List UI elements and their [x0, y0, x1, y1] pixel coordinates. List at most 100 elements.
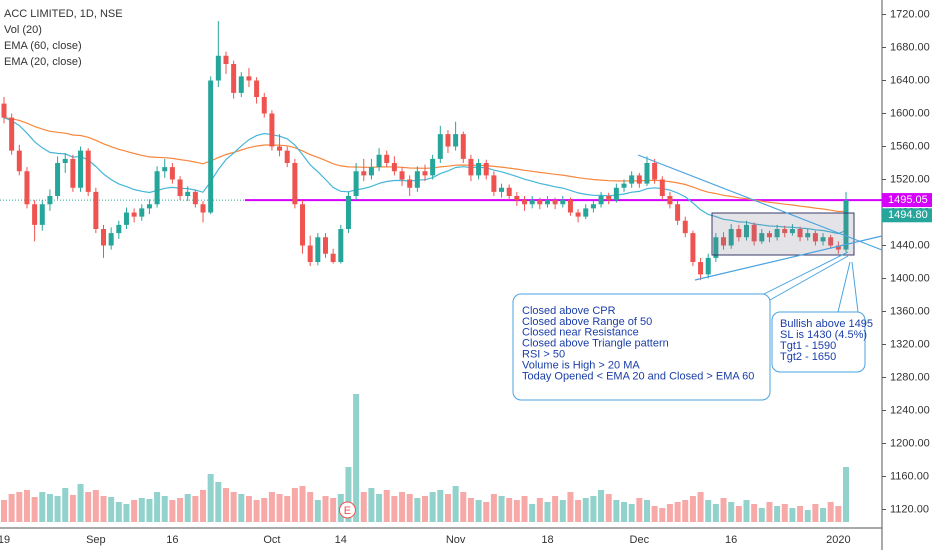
- overlay: ACC LIMITED, 1D, NSE Vol (20) EMA (60, clo…: [4, 8, 356, 519]
- volume-bar: [643, 500, 650, 522]
- volume-bar: [437, 490, 444, 522]
- candle-body: [445, 134, 451, 147]
- candle-body: [55, 163, 61, 196]
- candle-body: [552, 200, 558, 205]
- candle-body: [843, 200, 849, 250]
- volume-bar: [131, 500, 138, 522]
- volume-bar: [613, 500, 620, 522]
- note-line: Closed above Range of 50: [522, 316, 652, 328]
- volume-bar: [222, 488, 229, 522]
- volume-bar: [353, 394, 360, 522]
- candle-body: [728, 229, 734, 246]
- volume-bar: [207, 474, 214, 522]
- candle-body: [698, 262, 704, 275]
- candle-body: [300, 204, 306, 246]
- candle-body: [743, 224, 749, 238]
- callout-box: [771, 311, 866, 373]
- volume-bar: [360, 492, 367, 522]
- volume-bar: [391, 496, 398, 522]
- candle-body: [797, 229, 803, 238]
- candle-body: [391, 163, 397, 172]
- candle-body: [453, 134, 459, 147]
- legend-item: Vol (20): [4, 24, 42, 36]
- candle-body: [70, 158, 76, 188]
- volume-bar: [322, 496, 329, 522]
- x-tick-label: 19: [0, 534, 10, 546]
- y-tick-label: 1680.00: [890, 41, 930, 53]
- volume-bar: [674, 502, 681, 522]
- volume-bar: [62, 488, 69, 522]
- volume-bar: [123, 504, 130, 522]
- volume-bar: [460, 492, 467, 522]
- candle-body: [414, 171, 420, 188]
- candle-body: [1, 103, 7, 118]
- volume-bar: [69, 495, 76, 522]
- volume-bar: [23, 490, 30, 522]
- candle-body: [307, 245, 313, 262]
- volume-bar: [184, 494, 191, 522]
- candle-body: [598, 196, 604, 205]
- volume-bar: [245, 496, 252, 522]
- candle-body: [261, 97, 267, 114]
- candle-body: [812, 233, 818, 242]
- volume-bar: [636, 498, 643, 522]
- volume-bar: [651, 506, 658, 522]
- candle-body: [223, 55, 229, 64]
- callout-pointer: [837, 261, 851, 313]
- volume-bar: [200, 490, 207, 522]
- candle-body: [835, 245, 841, 250]
- candle-body: [567, 200, 573, 213]
- volume-bar: [284, 496, 291, 522]
- x-tick-label: 14: [335, 534, 347, 546]
- candle-body: [322, 237, 328, 254]
- volume-bar: [513, 500, 520, 522]
- volume-bar: [115, 502, 122, 522]
- candle-body: [713, 237, 719, 258]
- volume-bar: [138, 498, 145, 522]
- candle-body: [690, 233, 696, 262]
- candle-body: [108, 233, 114, 246]
- candle-body: [529, 200, 535, 205]
- volume-bar: [797, 506, 804, 522]
- volume-bar: [291, 488, 298, 522]
- y-tick-label: 1120.00: [890, 503, 929, 515]
- y-tick-label: 1320.00: [890, 338, 930, 350]
- candle-body: [667, 196, 673, 205]
- callout-pointer: [759, 251, 849, 297]
- candle-body: [353, 171, 359, 196]
- volume-bar: [261, 498, 268, 522]
- volume-bar: [169, 500, 176, 522]
- candle-body: [636, 175, 642, 184]
- volume-bar: [330, 498, 337, 522]
- volume-bar: [598, 490, 605, 522]
- volume-bar: [276, 494, 283, 522]
- candle-body: [590, 204, 596, 209]
- volume-bar: [728, 502, 735, 522]
- volume-bar: [192, 496, 199, 522]
- candle-body: [254, 80, 260, 97]
- volume-bar: [720, 498, 727, 522]
- candle-body: [269, 113, 275, 147]
- candle-body: [828, 237, 834, 246]
- note-line: Today Opened < EMA 20 and Closed > EMA 6…: [522, 370, 754, 382]
- volume-bar: [735, 506, 742, 522]
- candle-body: [621, 183, 627, 188]
- volume-bar: [154, 492, 161, 522]
- volume-bar: [414, 498, 421, 522]
- volume-bar: [843, 467, 849, 522]
- legend-item: EMA (20, close): [4, 56, 82, 68]
- volume-bar: [590, 496, 597, 522]
- volume-bar: [8, 494, 15, 522]
- volume-bar: [666, 504, 673, 522]
- candle-body: [93, 191, 99, 229]
- volume-bar: [559, 500, 566, 522]
- candle-body: [522, 200, 528, 205]
- volume-bar: [299, 486, 306, 522]
- candle-body: [736, 229, 742, 238]
- event-marker-label: E: [344, 505, 351, 517]
- candle-body: [514, 196, 520, 201]
- volume-bar: [85, 492, 92, 522]
- volume-bar: [444, 494, 451, 522]
- volume-bar: [54, 496, 61, 522]
- volume-bar: [16, 492, 23, 522]
